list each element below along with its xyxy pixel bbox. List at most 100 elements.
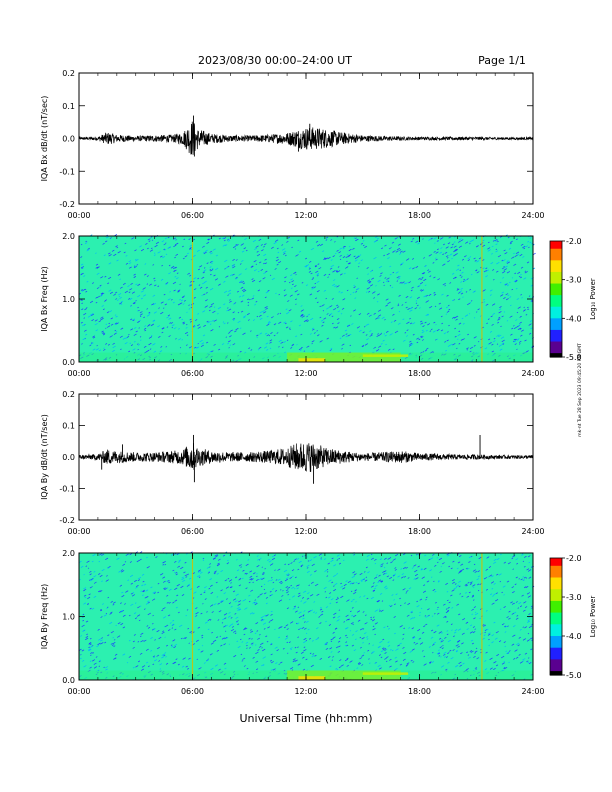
panel-4-colorbar-cell-17 (550, 591, 562, 594)
panel-2-xtick-label-3: 18:00 (408, 369, 431, 378)
panel-4-colorbar-cell-28 (550, 612, 562, 616)
panel-2-cb-tick-label-1: -3.0 (566, 276, 582, 285)
panel-4-colorbar-cell-51 (550, 657, 562, 660)
panel-4-colorbar-cell-39 (550, 634, 562, 637)
panel-4-colorbar-cell-57 (550, 669, 562, 672)
panel-2-colorbar-cell-36 (550, 310, 562, 314)
panel-2-colorbar-cell-3 (550, 246, 562, 250)
panel-4-colorbar-cell-55 (550, 665, 562, 668)
panel-4-colorbar-cell-34 (550, 624, 562, 627)
panel-4-colorbar-cell-14 (550, 585, 562, 588)
panel-4-xtick-label-0: 00:00 (67, 687, 90, 696)
panel-3-ytick-label-1: 0.1 (62, 422, 75, 431)
panel-4-colorbar-cell-46 (550, 647, 562, 651)
panel-3-ytick-label-2: 0.0 (62, 453, 75, 462)
panel-1-xtick-label-3: 18:00 (408, 211, 431, 220)
panel-2-cb-tick-label-0: -2.0 (566, 237, 582, 246)
panel-4-cb-tick-label-1: -3.0 (566, 593, 582, 602)
panel-2-enhancement (287, 352, 401, 362)
panel-2-colorbar-cell-53 (550, 343, 562, 346)
panel-2-colorbar-cell-20 (550, 279, 562, 283)
panel-2-xtick-label-4: 24:00 (521, 369, 544, 378)
panel-2-colorbar-cell-56 (550, 349, 562, 352)
panel-2-colorbar-cell-1 (550, 242, 562, 246)
panel-4-colorbar-cell-24 (550, 604, 562, 608)
panel-2-colorbar-cell-30 (550, 299, 562, 302)
page-number: Page 1/1 (478, 54, 526, 67)
panel-4-cb-tick-label-0: -2.0 (566, 554, 582, 563)
panel-2-colorbar-cell-46 (550, 329, 562, 333)
panel-1-ytick-label-4: -0.2 (59, 200, 75, 209)
panel-1-ylabel: IQA Bx dB/dt (nT/sec) (40, 96, 49, 182)
panel-2-xtick-label-0: 00:00 (67, 369, 90, 378)
panel-2-colorbar-cell-16 (550, 271, 562, 275)
panel-4: 00:00 06:00 12:00 18:00 24:00 2.0 1.0 0.0 IQA By… (40, 549, 597, 696)
panel-4-colorbar-cell-26 (550, 608, 562, 612)
panel-1-xtick-label-2: 12:00 (294, 211, 317, 220)
panel-2-colorbar-cell-37 (550, 312, 562, 316)
panel-4-colorbar-cell-48 (550, 651, 562, 655)
panel-2-background (79, 236, 533, 362)
panel-2-colorbar: -2.0 -3.0 -4.0 -5.0 Log₁₀ Power (549, 237, 597, 362)
panel-2-colorbar-cell-10 (550, 260, 562, 263)
panel-1-xtick-label-1: 06:00 (181, 211, 204, 220)
panel-1-xtick-label-0: 00:00 (67, 211, 90, 220)
panel-4-xtick-label-3: 18:00 (408, 687, 431, 696)
panel-2-ylabel: IQA Bx Freq (Hz) (40, 266, 49, 332)
panel-2-colorbar-cell-40 (550, 318, 562, 321)
panel-4-colorbar-cell-41 (550, 637, 562, 641)
panel-4-xtick-label-1: 06:00 (181, 687, 204, 696)
panel-3-xtick-label-3: 18:00 (408, 527, 431, 536)
panel-4-colorbar-cell-21 (550, 598, 562, 602)
panel-4-colorbar-cell-42 (550, 639, 562, 643)
panel-4-colorbar-cell-54 (550, 663, 562, 666)
panel-2-colorbar-cell-22 (550, 283, 562, 287)
panel-2-colorbar-cell-48 (550, 333, 562, 337)
panel-3-ylabel: IQA By dB/dt (nT/sec) (40, 414, 49, 500)
panel-2-colorbar-cell-4 (550, 248, 562, 252)
panel-2-colorbar-cell-9 (550, 258, 562, 261)
panel-4-colorbar-cell-5 (550, 567, 562, 571)
panel-3-ytick-label-3: -0.1 (59, 485, 75, 494)
x-axis-title: Universal Time (hh:mm) (240, 712, 373, 725)
panel-2-colorbar-cell-43 (550, 324, 562, 327)
panel-4-ytick-label-1: 1.0 (62, 613, 75, 622)
panel-2-colorbar-cell-27 (550, 293, 562, 296)
panel-4-colorbar-cell-43 (550, 641, 562, 645)
panel-2-colorbar-cell-24 (550, 287, 562, 290)
panel-4-colorbar-cell-20 (550, 597, 562, 600)
panel-2-colorbar-cell-13 (550, 266, 562, 269)
side-note: mk-nt Tue 28 Sep 2023 09:45:20 PM GMT (577, 343, 583, 437)
panel-4-ytick-label-0: 2.0 (62, 549, 75, 558)
panel-2-colorbar-cell-33 (550, 304, 562, 308)
panel-2-colorbar-cell-50 (550, 337, 562, 341)
panel-4-colorbar-cell-3 (550, 563, 562, 567)
panel-4-colorbar: -2.0 -3.0 -4.0 -5.0 Log₁₀ Power (549, 554, 597, 680)
panel-4-cb-tick-label-2: -4.0 (566, 632, 582, 641)
panel-4-colorbar-cell-38 (550, 632, 562, 635)
panel-2-colorbar-cell-8 (550, 256, 562, 259)
panel-2-colorbar-frame (549, 240, 563, 358)
panel-2-colorbar-cell-5 (550, 250, 562, 254)
panel-4-colorbar-cell-35 (550, 626, 562, 629)
panel-4-background (79, 553, 533, 680)
panel-2-colorbar-cell-52 (550, 341, 562, 345)
panel-4-colorbar-cell-15 (550, 587, 562, 590)
panel-4-cb-tick-label-3: -5.0 (566, 671, 582, 680)
panel-2-colorbar-cell-57 (550, 351, 562, 354)
panel-2-colorbar-cell-26 (550, 291, 562, 294)
panel-2-colorbar-cell-44 (550, 326, 562, 329)
panel-4-colorbar-cell-40 (550, 636, 562, 639)
panel-2-colorbar-cell-59 (550, 355, 562, 358)
panel-4-enhancement (287, 670, 401, 680)
panel-1-ytick-label-1: 0.1 (62, 102, 75, 111)
panel-4-enhancement-core (298, 676, 325, 680)
panel-2-colorbar-cell-41 (550, 320, 562, 323)
panel-4-colorbar-cell-45 (550, 645, 562, 649)
panel-2-noise-cyan (80, 234, 536, 363)
panel-2: 00:00 06:00 12:00 18:00 24:00 2.0 1.0 0.0 IQA Bx… (40, 232, 597, 378)
panel-2-cb-tick-label-2: -4.0 (566, 314, 582, 323)
panel-2-colorbar-cell-54 (550, 345, 562, 348)
panel-2-colorbar-cell-21 (550, 281, 562, 285)
panel-4-colorbar-cell-0 (550, 558, 562, 561)
